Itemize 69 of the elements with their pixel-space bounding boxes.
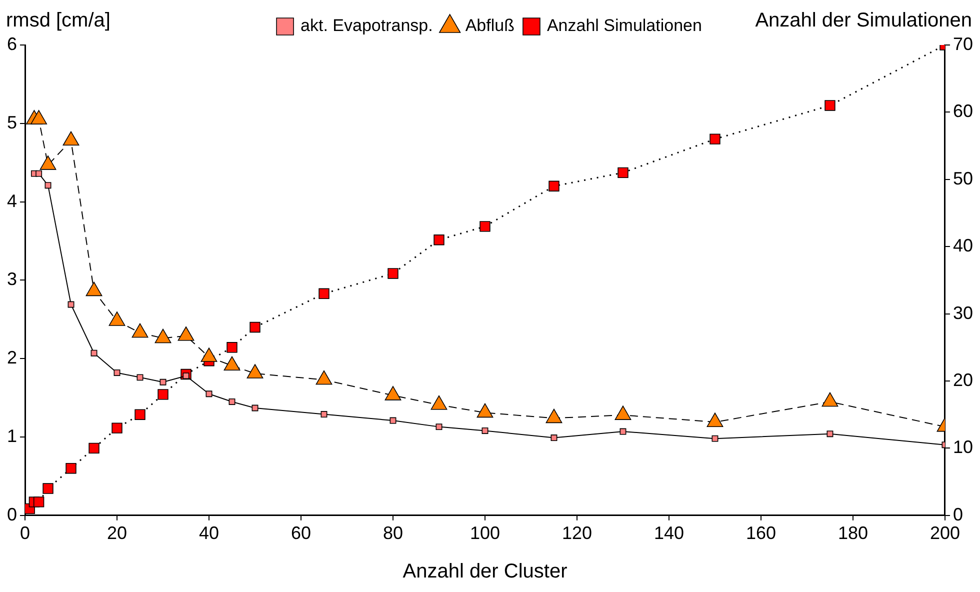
y2-axis-title: Anzahl der Simulationen: [755, 10, 972, 32]
point: [160, 378, 166, 386]
point: [132, 323, 148, 338]
point: [434, 234, 444, 246]
y2-tick-label: 60: [952, 101, 974, 122]
point: [30, 110, 48, 124]
y-tick-label: 1: [6, 426, 18, 446]
y2-tick-label: 40: [952, 236, 974, 256]
point: [318, 288, 330, 299]
y-axis-title: rmsd [cm/a]: [6, 10, 110, 32]
point: [390, 417, 396, 424]
y2-tick-label: 0: [952, 504, 963, 524]
x-tick-label: 180: [838, 523, 868, 544]
y2-tick-label: 20: [952, 370, 974, 390]
point: [436, 424, 442, 430]
point: [158, 389, 168, 400]
point: [42, 483, 54, 494]
x-tick-label: 200: [930, 523, 960, 544]
y-tick-label: 6: [6, 34, 18, 54]
point: [388, 268, 398, 279]
x-tick-label: 40: [198, 523, 220, 544]
y2-tick-label: 50: [952, 168, 974, 188]
x-tick-label: 160: [746, 523, 776, 544]
point: [90, 350, 98, 356]
point: [62, 131, 80, 146]
y2-tick-label: 30: [952, 302, 974, 323]
point: [320, 411, 328, 418]
point: [86, 282, 102, 296]
point: [88, 442, 100, 454]
x-tick-label: 0: [20, 523, 30, 544]
point: [206, 390, 212, 398]
point: [548, 180, 560, 192]
y-tick-label: 5: [6, 112, 18, 132]
point: [112, 422, 122, 434]
y2-tick-label: 70: [952, 34, 974, 54]
point: [136, 374, 144, 381]
x-tick-label: 120: [562, 523, 592, 544]
point: [40, 156, 56, 170]
x-tick-label: 100: [470, 523, 500, 544]
legend-label: Abfluß: [465, 16, 514, 36]
point: [134, 409, 146, 420]
y-tick-label: 4: [6, 190, 18, 211]
point: [480, 221, 490, 232]
point: [482, 428, 488, 434]
point: [550, 434, 558, 442]
point: [33, 496, 44, 508]
legend-label: Anzahl Simulationen: [546, 16, 702, 36]
x-tick-label: 140: [654, 523, 684, 544]
legend-label: akt. Evapotransp.: [300, 16, 433, 36]
point: [710, 134, 720, 144]
point: [154, 328, 172, 344]
point: [226, 342, 238, 353]
x-tick-label: 60: [290, 523, 312, 544]
point: [824, 100, 836, 111]
point: [250, 322, 260, 333]
x-tick-label: 20: [106, 523, 128, 544]
y-tick-label: 3: [6, 269, 18, 290]
x-axis-title: Anzahl der Cluster: [402, 560, 568, 583]
point: [114, 369, 120, 376]
y-tick-label: 2: [6, 348, 18, 368]
point: [66, 463, 76, 474]
point: [826, 430, 834, 438]
y2-tick-label: 10: [952, 437, 974, 458]
y-tick-label: 0: [6, 504, 18, 524]
x-tick-label: 80: [382, 523, 404, 544]
point: [618, 167, 628, 178]
point: [108, 312, 126, 326]
point: [228, 398, 236, 405]
point: [712, 435, 718, 442]
